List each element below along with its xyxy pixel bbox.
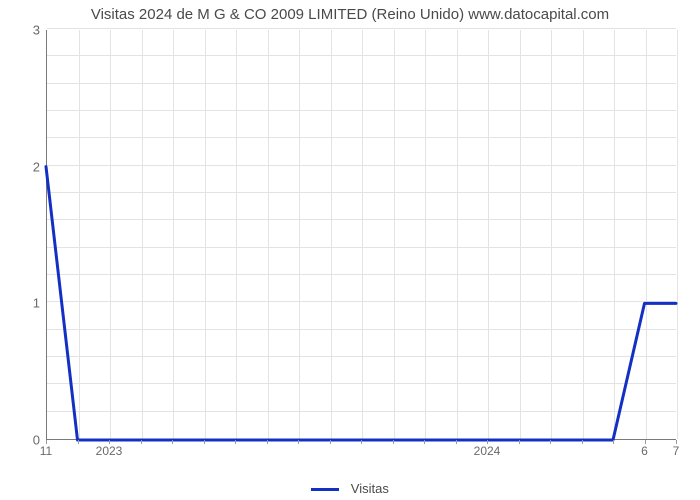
series-line xyxy=(46,30,676,440)
y-tick-label: 0 xyxy=(10,433,40,448)
x-tick-label: 11 xyxy=(40,444,52,458)
x-tick-label: 2024 xyxy=(474,444,501,458)
y-tick-label: 3 xyxy=(10,23,40,38)
y-tick-label: 1 xyxy=(10,296,40,311)
legend-swatch xyxy=(311,488,339,491)
x-tick-label: 2023 xyxy=(96,444,123,458)
chart-title: Visitas 2024 de M G & CO 2009 LIMITED (R… xyxy=(0,6,700,23)
x-tick-label: 7 xyxy=(673,444,680,458)
legend: Visitas xyxy=(0,481,700,496)
legend-label: Visitas xyxy=(351,481,389,496)
y-tick-label: 2 xyxy=(10,159,40,174)
x-tick-label: 6 xyxy=(641,444,648,458)
visits-chart: Visitas 2024 de M G & CO 2009 LIMITED (R… xyxy=(0,0,700,500)
